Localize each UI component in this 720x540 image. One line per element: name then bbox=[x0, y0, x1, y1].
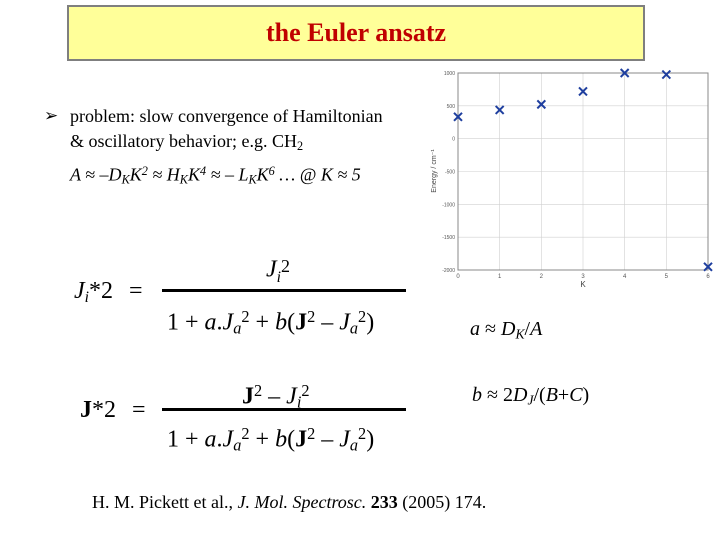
y-tick-label: 500 bbox=[447, 104, 456, 110]
x-tick-label: 0 bbox=[456, 274, 460, 280]
chart-ticks: 0 1 2 3 4 5 6 1000 500 0 -500 -1000 -1500 -2000 bbox=[442, 71, 710, 280]
energy-chart: 0 1 2 3 4 5 6 1000 500 0 -500 -1000 -1500 -2000 Energ… bbox=[431, 68, 713, 288]
chart-points bbox=[453, 68, 713, 272]
data-point bbox=[453, 112, 463, 122]
x-tick-label: 2 bbox=[540, 274, 544, 280]
x-tick-label: 1 bbox=[498, 274, 502, 280]
bullet-line-2: & oscillatory behavior; e.g. CH2 bbox=[70, 131, 304, 154]
data-point bbox=[536, 99, 547, 110]
y-tick-label: -2000 bbox=[442, 268, 455, 274]
data-point bbox=[703, 262, 713, 272]
x-axis-label: K bbox=[580, 280, 586, 288]
eq2-lhs: J*2 = bbox=[80, 397, 146, 423]
plot-frame bbox=[457, 72, 709, 271]
y-axis-label: Energy / cm⁻¹ bbox=[431, 149, 438, 193]
eq1-fraction-bar bbox=[162, 289, 406, 292]
eq1-numerator: Ji2 bbox=[266, 256, 290, 286]
y-tick-label: -500 bbox=[445, 170, 455, 176]
a-approximation: a ≈ DK/A bbox=[470, 318, 543, 342]
bullet-block: ➢ problem: slow convergence of Hamiltoni… bbox=[44, 104, 383, 193]
x-tick-label: 5 bbox=[665, 274, 669, 280]
bullet-line-3: A ≈ –DKK2 ≈ HKK4 ≈ – LKK6 … @ K ≈ 5 bbox=[70, 164, 361, 187]
data-point bbox=[578, 86, 588, 97]
citation: H. M. Pickett et al., J. Mol. Spectrosc.… bbox=[92, 492, 487, 512]
b-approximation: b ≈ 2DJ/(B+C) bbox=[472, 384, 590, 408]
title-box: the Euler ansatz bbox=[67, 5, 645, 61]
data-point bbox=[494, 105, 505, 115]
x-tick-label: 3 bbox=[581, 274, 585, 280]
arrow-bullet-icon: ➢ bbox=[44, 106, 59, 126]
slide-title: the Euler ansatz bbox=[265, 18, 447, 47]
bullet-line-1: problem: slow convergence of Hamiltonian bbox=[70, 106, 383, 126]
chart-grid bbox=[457, 72, 709, 271]
y-tick-label: -1000 bbox=[442, 202, 455, 208]
eq2-numerator: J2 – Ji2 bbox=[242, 381, 310, 412]
data-point bbox=[619, 68, 630, 78]
y-tick-label: 1000 bbox=[444, 71, 455, 77]
eq2-fraction-bar bbox=[162, 408, 406, 411]
eq2-denominator: 1 + a.Ja2 + b(J2 – Ja2) bbox=[167, 424, 375, 455]
eq1-lhs: Ji*2 = bbox=[74, 278, 143, 306]
x-tick-label: 6 bbox=[706, 274, 710, 280]
eq1-denominator: 1 + a.Ja2 + b(J2 – Ja2) bbox=[167, 307, 375, 338]
x-tick-label: 4 bbox=[623, 274, 627, 280]
y-tick-label: -1500 bbox=[442, 235, 455, 241]
data-point bbox=[661, 69, 672, 80]
y-tick-label: 0 bbox=[452, 137, 455, 143]
